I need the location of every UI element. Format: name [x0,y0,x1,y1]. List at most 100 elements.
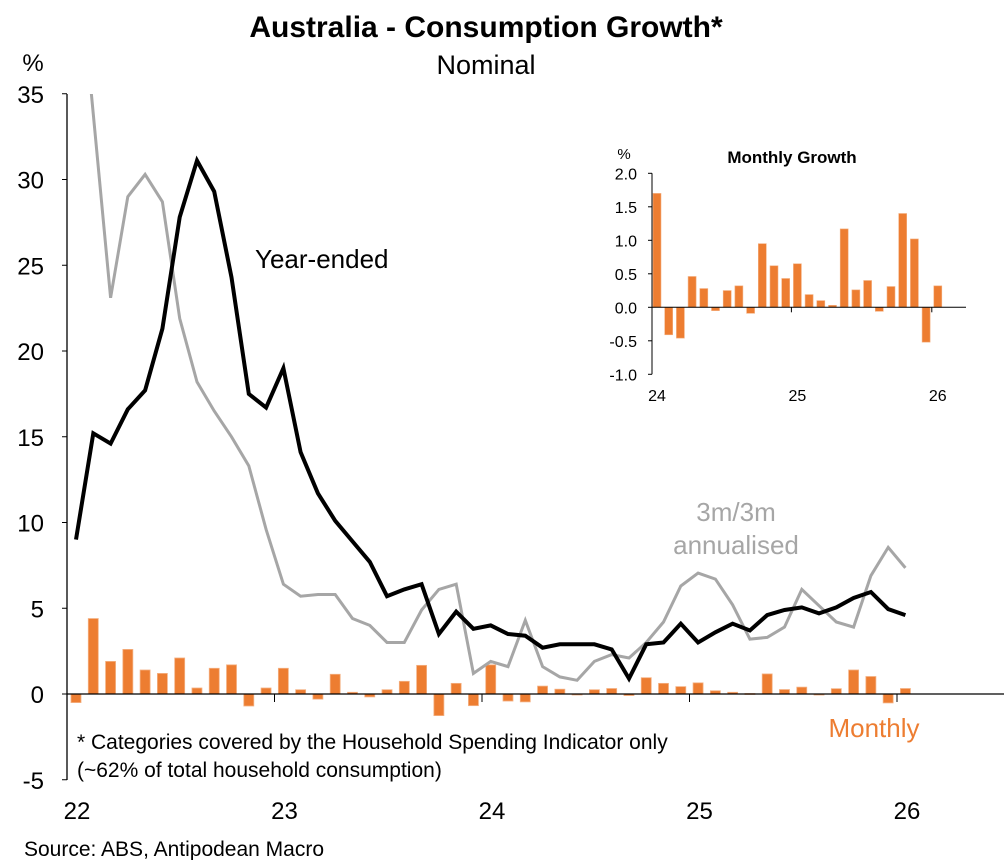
inset-y-tick-label: 0.0 [615,300,637,317]
chart-title: Australia - Consumption Growth* [249,11,723,44]
inset-monthly-bar [793,263,802,308]
label-monthly: Monthly [828,713,919,743]
monthly-bar [830,688,842,695]
inset-monthly-bar [769,265,779,308]
inset-monthly-bar [652,193,662,308]
inset-monthly-bar [816,300,826,308]
y-tick-label: 10 [17,511,44,538]
inset-monthly-bar [676,306,685,339]
monthly-bar [606,688,618,695]
y-tick-label: 0 [31,682,44,709]
monthly-bar [433,693,445,717]
monthly-bar [312,693,324,700]
year-ended-line [74,155,907,683]
inset-monthly-bar [933,285,943,308]
inset-monthly-bar [664,306,674,336]
monthly-bar [502,693,514,702]
label-annualised: annualised [673,530,799,560]
inset-monthly-bar [851,289,861,308]
inset-x-tick-label: 25 [789,388,807,405]
inset-y-tick-label: 1.5 [615,200,637,217]
monthly-bar [208,667,220,695]
monthly-bar [554,688,566,695]
inset-monthly-bar [874,306,884,312]
inset-monthly-bar [863,280,872,308]
monthly-bar [692,682,704,695]
monthly-bar [796,686,808,695]
monthly-bar [519,693,531,703]
annualised-3m3m-line [89,94,907,682]
monthly-bar [87,618,99,695]
monthly-bar [900,688,911,695]
inset-monthly-bar [910,238,919,308]
x-tick-label: 24 [479,798,506,825]
inset-chart: Monthly Growth % 2.0 1.5 1.0 0.5 0.0 -0.5 -1.0… [609,146,966,405]
inset-monthly-bar [781,278,791,308]
monthly-bar [882,693,894,704]
inset-monthly-bar [839,228,849,308]
monthly-bar [156,673,168,695]
inset-monthly-bar [898,213,908,308]
monthly-bar [537,685,548,695]
x-tick-label: 26 [894,798,921,825]
monthly-bar [329,673,341,695]
monthly-bar [416,664,428,695]
monthly-bar [122,649,134,695]
y-tick-label: -5 [23,768,44,795]
inset-monthly-bar [804,294,814,308]
y-tick-label: 20 [17,339,44,366]
monthly-bar [848,669,859,695]
monthly-bar [865,676,877,695]
inset-y-tick-label: 1.0 [615,233,637,250]
y-tick-label: 25 [17,253,44,280]
y-tick-label: 15 [17,425,44,452]
inset-y-tick-label: -0.5 [609,334,637,351]
inset-y-tick-label: -1.0 [609,367,637,384]
x-tick-label: 23 [271,798,298,825]
inset-y-tick-label: 2.0 [615,166,637,183]
inset-monthly-bar [687,276,697,308]
monthly-bar [485,664,497,695]
inset-monthly-bar [746,306,755,314]
monthly-bar [468,693,479,707]
monthly-bar [260,687,272,695]
inset-monthly-bar [711,306,720,311]
label-year-ended: Year-ended [255,244,389,274]
monthly-bar [139,669,151,695]
monthly-bar [761,673,773,695]
inset-monthly-bar [734,285,744,308]
monthly-bar [640,677,652,695]
monthly-bar [450,682,462,695]
inset-x-tick-label: 24 [648,388,666,405]
inset-y-unit: % [617,146,630,163]
x-tick-label: 25 [686,798,713,825]
y-axis-unit: % [22,50,43,77]
monthly-bar [658,682,669,695]
y-tick-label: 5 [31,596,44,623]
monthly-bar [398,680,410,695]
monthly-bar [277,667,289,695]
inset-monthly-bar [757,243,767,308]
footnote-line1: * Categories covered by the Household Sp… [77,731,668,754]
label-3m3m: 3m/3m [696,497,775,527]
inset-title: Monthly Growth [727,148,856,167]
inset-y-tick-label: 0.5 [615,267,637,284]
source-note: Source: ABS, Antipodean Macro [24,838,324,860]
chart-subtitle: Nominal [436,50,535,80]
monthly-bar [243,693,255,707]
monthly-bar [105,661,116,695]
monthly-bar [174,657,186,695]
x-tick-label: 22 [64,798,91,825]
footnote-line2: (~62% of total household consumption) [77,759,442,782]
inset-x-tick-label: 26 [929,388,947,405]
monthly-bar [191,687,203,695]
y-tick-label: 35 [17,82,44,109]
monthly-bar [675,686,687,695]
inset-monthly-bar [921,306,931,343]
inset-monthly-bar [722,290,732,308]
y-tick-label: 30 [17,168,44,195]
inset-monthly-bar [699,288,709,308]
monthly-bar [779,689,790,695]
monthly-bar [70,693,82,703]
